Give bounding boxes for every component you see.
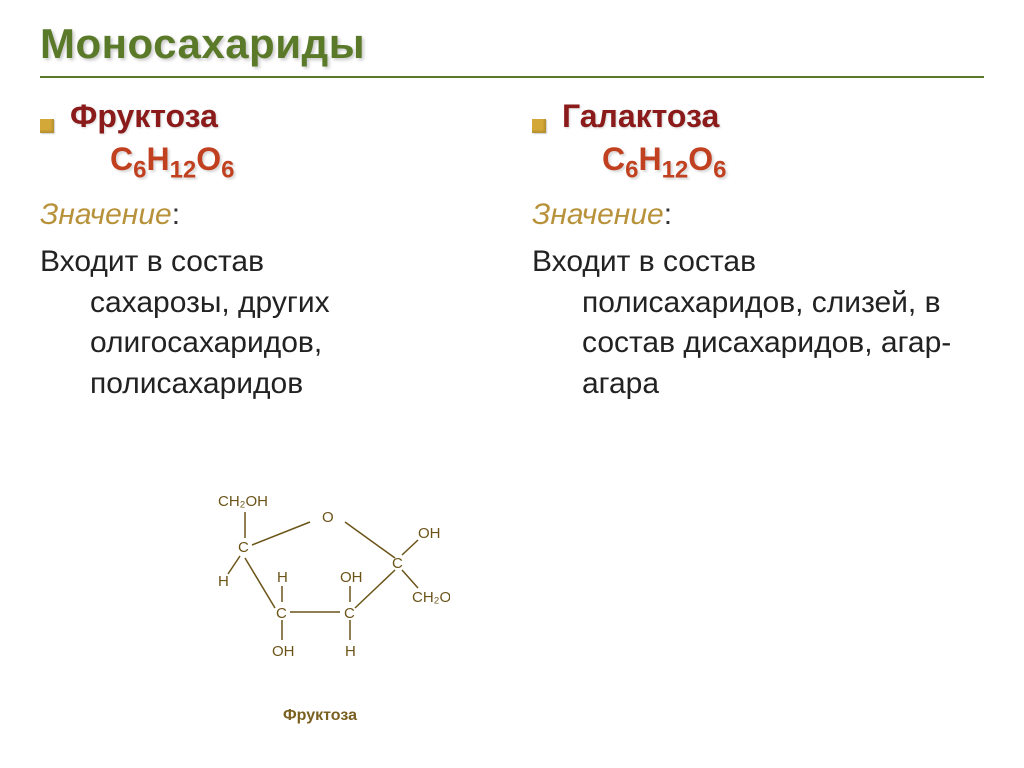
atom-h: H — [345, 643, 356, 660]
right-name: Галактоза — [562, 98, 719, 135]
right-heading-row: Галактоза — [532, 98, 984, 135]
right-body-line1: Входит в состав — [532, 242, 984, 283]
fructose-diagram: CH₂OH O C C C C OH CH₂OH H OH H H OH Фру… — [190, 490, 450, 725]
content-columns: Фруктоза C6H12O6 Значение: Входит в сост… — [40, 98, 984, 404]
left-body: Входит в состав сахарозы, других олигоса… — [40, 242, 492, 404]
title-underline — [40, 76, 984, 78]
right-body-rest: полисахаридов, слизей, в состав дисахари… — [532, 283, 984, 405]
left-meaning-label: Значение: — [40, 198, 492, 232]
atom-c: C — [344, 605, 355, 622]
fructose-structure-svg: CH₂OH O C C C C OH CH₂OH H OH H H OH — [190, 490, 450, 690]
atom-o-ring: O — [322, 509, 334, 526]
left-body-rest: сахарозы, других олигосахаридов, полисах… — [40, 283, 492, 405]
atom-ch2oh-top: CH₂OH — [218, 493, 268, 510]
atom-c: C — [276, 605, 287, 622]
atom-c: C — [238, 539, 249, 556]
atom-oh: OH — [272, 643, 295, 660]
atom-ch2oh-right: CH₂OH — [412, 589, 450, 606]
atom-c: C — [392, 555, 403, 572]
bullet-icon — [40, 119, 54, 133]
right-meaning-label: Значение: — [532, 198, 984, 232]
left-name: Фруктоза — [70, 98, 218, 135]
left-column: Фруктоза C6H12O6 Значение: Входит в сост… — [40, 98, 492, 404]
atom-oh: OH — [340, 569, 363, 586]
right-column: Галактоза C6H12O6 Значение: Входит в сос… — [532, 98, 984, 404]
bullet-icon — [532, 119, 546, 133]
atom-oh: OH — [418, 525, 441, 542]
right-formula: C6H12O6 — [602, 141, 727, 177]
right-formula-row: C6H12O6 — [532, 141, 984, 184]
slide-title: Моносахариды — [40, 20, 984, 68]
right-body: Входит в состав полисахаридов, слизей, в… — [532, 242, 984, 404]
diagram-caption: Фруктоза — [190, 707, 450, 725]
left-body-line1: Входит в состав — [40, 242, 492, 283]
left-formula: C6H12O6 — [110, 141, 235, 177]
atom-h: H — [218, 573, 229, 590]
left-formula-row: C6H12O6 — [40, 141, 492, 184]
left-heading-row: Фруктоза — [40, 98, 492, 135]
atom-h: H — [277, 569, 288, 586]
